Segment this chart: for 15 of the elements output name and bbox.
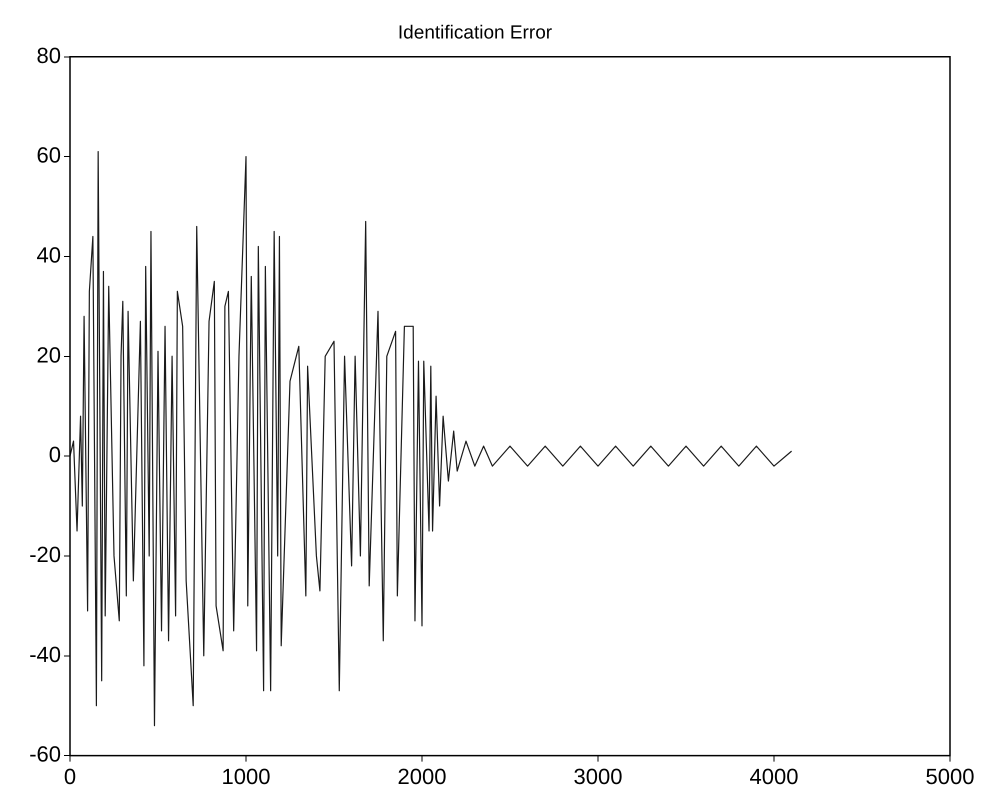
x-tick-label: 5000: [926, 764, 974, 789]
x-tick-label: 0: [64, 764, 76, 789]
x-tick-label: 2000: [398, 764, 446, 789]
y-tick-label: -40: [29, 642, 61, 667]
x-tick-label: 1000: [222, 764, 270, 789]
x-tick-label: 4000: [750, 764, 798, 789]
y-tick-label: -20: [29, 542, 61, 568]
y-tick-label: 60: [36, 142, 61, 168]
y-tick-label: -60: [29, 742, 61, 767]
chart-title: Identification Error: [398, 22, 553, 44]
y-tick-label: 20: [36, 342, 61, 368]
y-tick-label: 40: [36, 242, 61, 268]
y-tick-label: 80: [36, 42, 61, 68]
y-tick-label: 0: [48, 442, 61, 468]
x-tick-label: 3000: [574, 764, 622, 789]
